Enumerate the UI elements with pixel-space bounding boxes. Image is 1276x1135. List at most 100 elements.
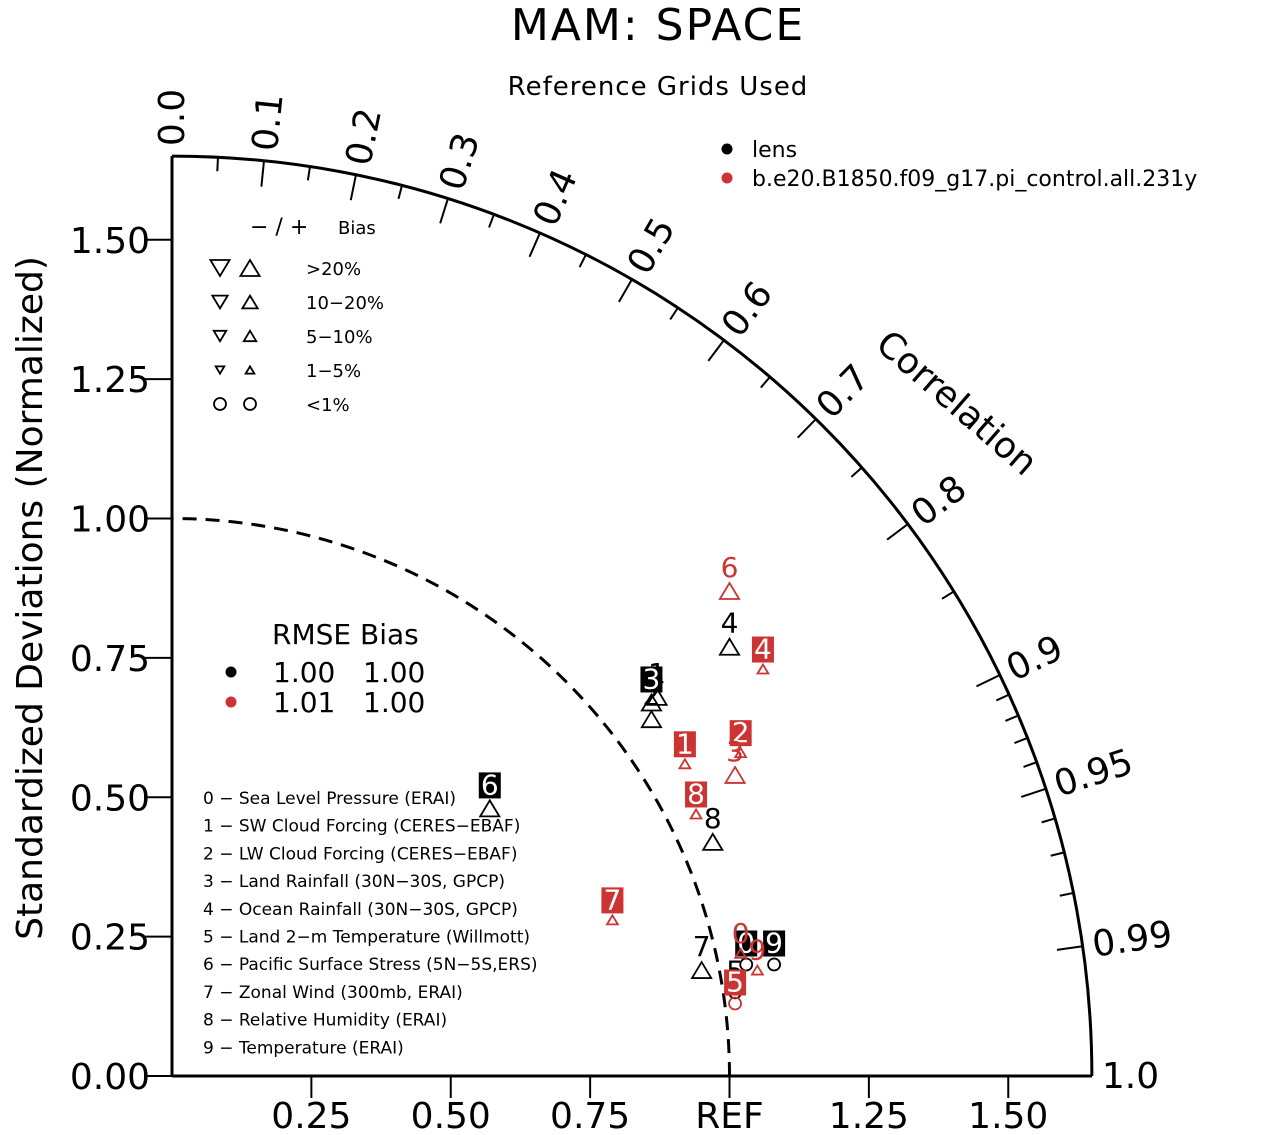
bias-down-triangle: [214, 365, 226, 376]
bias-up-triangle: [238, 258, 262, 277]
point-marker-triangle: [750, 963, 765, 976]
point-label: 4: [754, 633, 772, 666]
corr-minor-tick: [850, 466, 863, 478]
data-point: 9: [748, 934, 766, 976]
data-point: 7: [601, 883, 624, 926]
bias-up-triangle: [244, 364, 256, 375]
bias-legend-header: Bias: [338, 218, 376, 239]
data-point: 3: [723, 735, 747, 784]
data-point: 2: [729, 716, 752, 759]
chart-subtitle: Reference Grids Used: [508, 72, 809, 102]
point-marker-circle: [767, 957, 781, 972]
bias-legend-row: 1−5%: [306, 361, 361, 382]
variable-legend-item: 1 − SW Cloud Forcing (CERES−EBAF): [203, 817, 520, 837]
corr-tick-mark: [796, 418, 817, 439]
y-tick-label: 0.00: [70, 1057, 150, 1098]
data-point: 3: [640, 662, 663, 712]
corr-minor-tick: [1050, 851, 1065, 857]
point-marker-triangle: [733, 947, 748, 959]
points-layer: 01234567890123456789: [478, 551, 786, 1011]
point-label: 9: [748, 934, 766, 967]
x-tick-label: 1.50: [968, 1096, 1048, 1135]
variable-legend-item: 2 − LW Cloud Forcing (CERES−EBAF): [203, 844, 517, 864]
x-tick-label: 0.75: [550, 1096, 630, 1135]
point-marker-triangle: [733, 746, 748, 759]
stats-bias: 1.00: [363, 656, 425, 689]
corr-tick-label: 0.1: [245, 92, 292, 153]
variable-legend-item: 6 − Pacific Surface Stress (5N−5S,ERS): [203, 955, 538, 975]
corr-tick-label: 0.99: [1090, 914, 1175, 966]
data-point: 6: [718, 551, 741, 600]
x-tick-label: REF: [695, 1096, 763, 1135]
variable-legend-item: 7 − Zonal Wind (300mb, ERAI): [203, 983, 463, 1003]
corr-tick-mark: [618, 278, 633, 303]
corr-tick-label: 0.3: [432, 128, 488, 195]
data-point: 4: [751, 633, 774, 675]
data-point: 5: [724, 966, 747, 1011]
stats-rmse: 1.00: [273, 656, 335, 689]
corr-minor-tick: [216, 157, 219, 172]
correlation-arc: [171, 154, 1094, 1077]
y-tick-label: 1.25: [70, 360, 150, 401]
corr-tick-label: 0.4: [526, 163, 586, 232]
point-label: 0: [732, 917, 750, 950]
corr-tick-label: 0.9: [1000, 628, 1069, 690]
series-legend-marker: [721, 172, 733, 184]
point-label: 9: [765, 927, 783, 960]
corr-minor-tick: [578, 254, 587, 268]
axes-layer: 0.000.250.500.751.001.251.500.25 0.50 0.75…: [10, 89, 1175, 1135]
corr-tick-mark: [1020, 787, 1047, 798]
x-tick-label: 1.25: [829, 1096, 909, 1135]
point-label: 6: [721, 551, 739, 584]
stats-rmse: 1.01: [273, 686, 335, 719]
corr-tick-label: 0.8: [904, 468, 974, 535]
y-tick-label: 0.25: [70, 918, 150, 959]
variable-legend-item: 0 − Sea Level Pressure (ERAI): [203, 789, 456, 809]
point-marker-triangle: [640, 692, 663, 712]
point-label: 1: [676, 727, 694, 760]
variable-legend-item: 3 − Land Rainfall (30N−30S, GPCP): [203, 872, 505, 892]
point-label-box: [640, 666, 663, 693]
corr-minor-tick: [1023, 761, 1038, 768]
point-label: 5: [726, 966, 744, 999]
corr-tick-mark: [886, 523, 909, 541]
stats-series-marker: [225, 696, 237, 708]
point-label-box: [685, 781, 708, 808]
point-label-box: [751, 636, 774, 663]
data-point: 4: [718, 607, 741, 656]
bias-legend-row: >20%: [306, 259, 361, 280]
point-marker-triangle: [690, 960, 713, 979]
point-label: 6: [481, 768, 499, 801]
point-label-box: [478, 772, 501, 799]
point-label: 3: [643, 662, 661, 695]
point-marker-triangle: [478, 798, 501, 818]
corr-tick-label: 0.2: [338, 105, 390, 169]
bias-circle: [243, 397, 257, 411]
y-axis-label: Standardized Deviations (Normalized): [10, 256, 51, 940]
variable-legend-item: 4 − Ocean Rainfall (30N−30S, GPCP): [203, 900, 518, 920]
x-tick-label: 0.50: [411, 1096, 491, 1135]
corr-tick-label: 0.95: [1049, 742, 1138, 806]
point-marker-triangle: [689, 807, 704, 820]
bias-down-triangle: [212, 329, 228, 343]
corr-minor-tick: [760, 376, 771, 389]
corr-minor-tick: [1014, 736, 1028, 744]
point-label-box: [724, 969, 747, 996]
point-marker-triangle: [605, 913, 620, 926]
data-point: 8: [701, 802, 724, 851]
legend-layer: lens b.e20.B1850.f09_g17.pi_control.all.2…: [203, 138, 1197, 1058]
point-marker-triangle: [755, 662, 770, 675]
series-legend-label: b.e20.B1850.f09_g17.pi_control.all.231y: [752, 167, 1197, 192]
corr-tick-label: 0.5: [620, 211, 684, 281]
point-marker-triangle: [677, 757, 692, 770]
corr-minor-tick: [397, 185, 403, 200]
series-legend-label: lens: [752, 138, 797, 163]
bias-legend-row: <1%: [306, 395, 350, 416]
bias-down-triangle: [210, 294, 230, 311]
corr-minor-tick: [941, 590, 955, 600]
y-tick-label: 0.75: [70, 639, 150, 680]
point-label-box: [729, 720, 752, 747]
point-label: 7: [604, 883, 622, 916]
point-label-box: [601, 887, 624, 914]
bias-up-triangle: [240, 293, 260, 310]
